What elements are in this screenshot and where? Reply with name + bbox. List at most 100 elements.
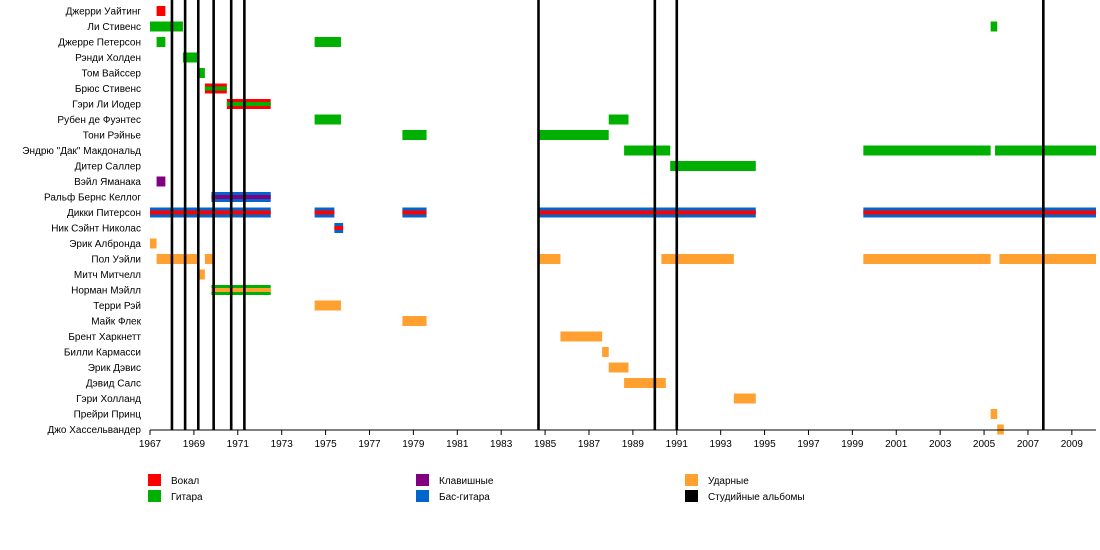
member-period-bar (156, 6, 166, 16)
member-period-bar (402, 316, 427, 326)
member-label: Майк Флек (91, 317, 141, 328)
member-period-bar (150, 207, 271, 218)
member-label: Эндрю "Дак" Макдональд (22, 146, 141, 157)
member-period-bar (608, 114, 629, 125)
member-period-bar (334, 223, 344, 233)
legend-item: Студийные альбомы (685, 490, 805, 503)
legend-label: Ударные (708, 476, 749, 487)
x-tick-label: 1983 (490, 439, 513, 450)
x-tick-label: 1977 (358, 439, 381, 450)
legend-swatch (416, 474, 429, 486)
x-tick-label: 1973 (271, 439, 294, 450)
member-period-bar (150, 238, 157, 249)
member-period-bar (226, 99, 271, 109)
x-tick-label: 1971 (227, 439, 250, 450)
member-label: Гэри Холланд (76, 394, 141, 405)
member-label: Рэнди Холден (75, 53, 141, 64)
x-tick-label: 1999 (841, 439, 864, 450)
member-label: Дэвид Салс (86, 379, 141, 390)
member-period-bar (624, 145, 671, 156)
member-period-bar (602, 347, 609, 357)
x-tick-label: 2007 (1017, 439, 1040, 450)
member-period-bar (990, 409, 998, 419)
legend-swatch (416, 490, 429, 502)
member-period-bar (990, 21, 998, 32)
member-period-bar (608, 362, 629, 373)
member-period-bar (150, 21, 183, 32)
legend-item: Вокал (148, 474, 199, 487)
member-period-bar (624, 378, 666, 388)
member-period-bar (211, 192, 271, 202)
x-tick-label: 1981 (446, 439, 469, 450)
x-tick-label: 1995 (753, 439, 776, 450)
member-period-bar (995, 145, 1096, 156)
member-label: Брюс Стивенс (75, 84, 141, 95)
member-label: Эрик Албронда (69, 238, 141, 250)
member-period-bar (402, 130, 427, 140)
member-label: Тони Рэйнье (83, 131, 142, 142)
member-period-bar (402, 207, 427, 218)
member-period-bar (314, 300, 341, 311)
member-label: Брент Харкнетт (68, 332, 141, 343)
member-period-bar (863, 254, 991, 264)
member-period-bar (204, 254, 214, 264)
x-tick-label: 2001 (885, 439, 908, 450)
legend-label: Студийные альбомы (708, 491, 805, 503)
member-label: Джерре Петерсон (58, 38, 141, 49)
member-bars (150, 6, 1096, 435)
member-label: Дитер Саллер (75, 162, 142, 173)
legend-label: Вокал (171, 476, 199, 487)
legend-item: Бас-гитара (416, 490, 490, 503)
x-tick-label: 1979 (402, 439, 425, 450)
member-label: Ник Сэйнт Николас (51, 224, 141, 235)
member-label: Эрик Дэвис (88, 363, 141, 374)
member-period-bar (538, 207, 756, 218)
member-period-bar (156, 254, 199, 264)
member-period-bar (670, 161, 756, 171)
x-tick-label: 2003 (929, 439, 952, 450)
member-period-bar (661, 254, 734, 264)
member-period-bar (198, 68, 205, 78)
x-tick-label: 1985 (534, 439, 557, 450)
x-tick-label: 1975 (314, 439, 337, 450)
member-period-bar (314, 114, 341, 125)
legend-label: Бас-гитара (439, 492, 490, 503)
member-period-bar (156, 176, 166, 187)
legend-item: Гитара (148, 490, 203, 503)
member-label: Гэри Ли Иодер (72, 100, 141, 111)
legend-swatch (685, 490, 698, 502)
x-axis: 1967 1969 1971 1973 1975 1977 1979 1981 1983 1985… (139, 429, 1096, 450)
member-period-bar (863, 145, 991, 156)
member-label: Норман Мэйлл (71, 286, 141, 297)
legend-label: Гитара (171, 492, 203, 503)
member-period-bar (863, 207, 1096, 218)
member-period-bar (314, 37, 341, 47)
member-label: Прейри Принц (74, 410, 142, 421)
member-label: Ральф Бернс Келлог (44, 192, 141, 204)
x-tick-label: 1991 (666, 439, 689, 450)
album-lines (170, 0, 1045, 430)
member-period-bar (211, 285, 271, 295)
member-label: Вэйл Яманака (74, 177, 141, 188)
member-label: Митч Митчелл (74, 270, 141, 281)
member-period-bar (538, 130, 609, 140)
member-period-bar (204, 83, 227, 94)
legend-swatch (148, 474, 161, 486)
member-label: Джо Хассельвандер (47, 425, 141, 436)
member-label: Дикки Питерсон (67, 208, 141, 219)
legend-label: Клавишные (439, 476, 494, 487)
member-period-bar (733, 393, 756, 404)
member-label: Том Вайссер (82, 69, 142, 80)
member-label: Рубен де Фуэнтес (57, 114, 141, 126)
member-period-bar (560, 331, 603, 342)
legend-swatch (148, 490, 161, 502)
x-tick-label: 1967 (139, 439, 162, 450)
x-tick-label: 1969 (183, 439, 206, 450)
member-label: Ли Стивенс (87, 22, 141, 33)
x-tick-label: 2005 (973, 439, 996, 450)
x-tick-label: 1987 (578, 439, 601, 450)
legend: Вокал Гитара Клавишные Бас-гитара Ударные Сту… (148, 474, 805, 503)
member-label: Пол Уэйли (91, 255, 141, 266)
member-label: Джерри Уайтинг (66, 7, 142, 18)
